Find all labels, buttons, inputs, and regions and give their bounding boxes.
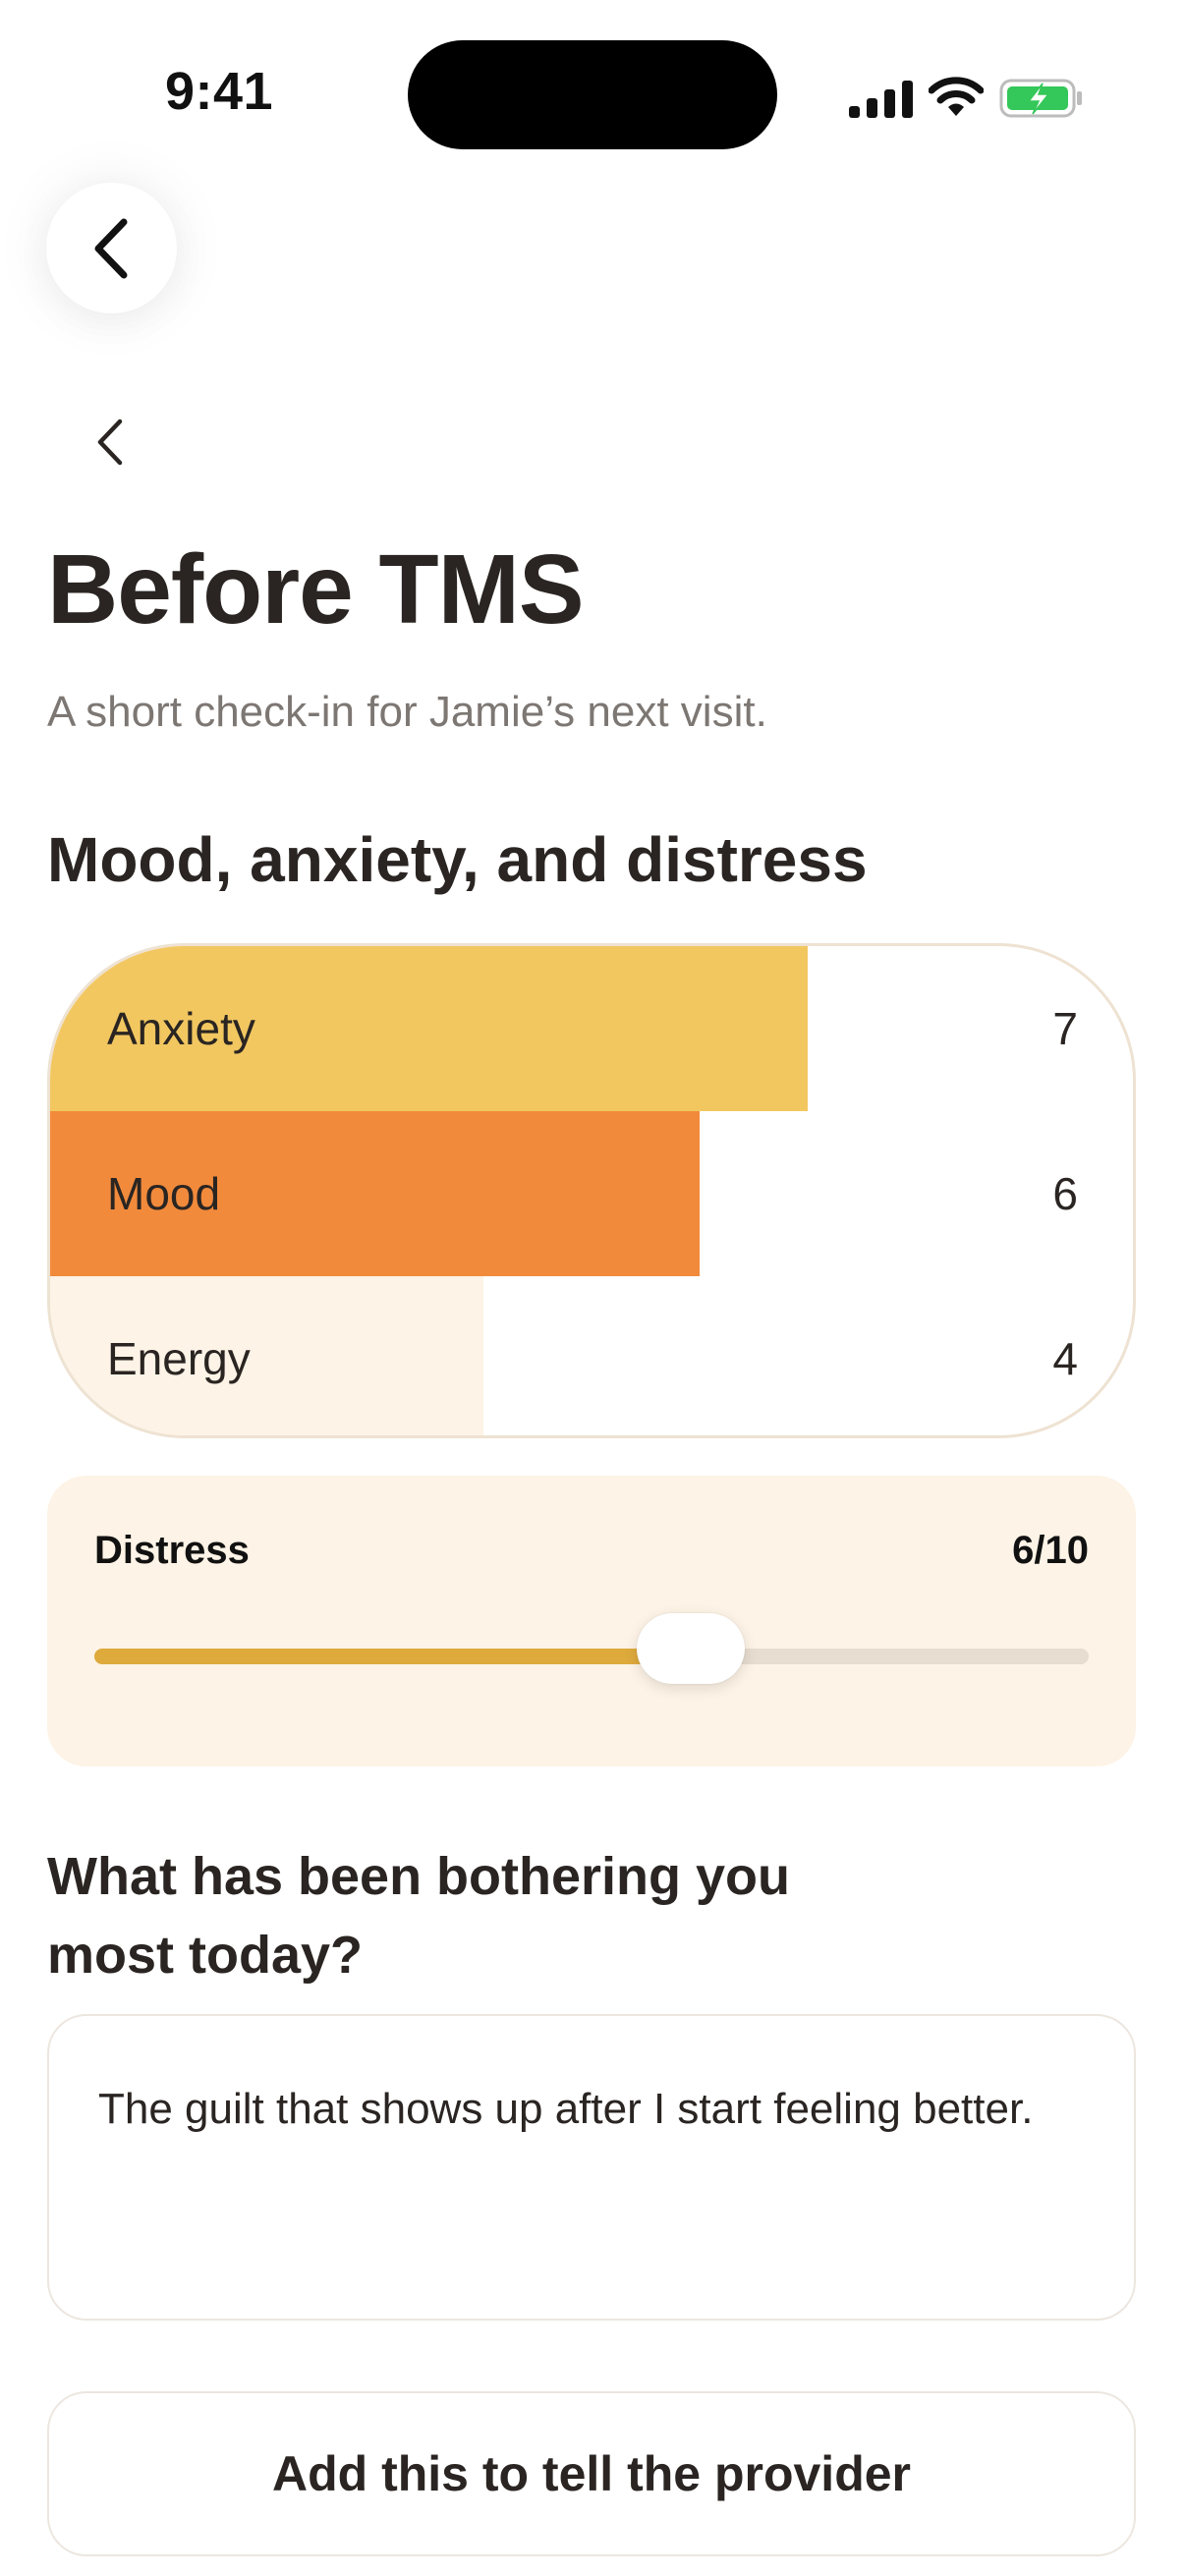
distress-slider-thumb[interactable] — [637, 1613, 746, 1684]
cellular-signal-icon — [849, 81, 913, 118]
chevron-left-icon — [97, 419, 123, 466]
secondary-back-button[interactable] — [86, 413, 134, 472]
chart-row-energy: Energy 4 — [50, 1276, 1133, 1435]
bothering-answer-field[interactable]: The guilt that shows up after I start fe… — [47, 2014, 1136, 2321]
distress-value: 6/10 — [1012, 1529, 1089, 1572]
chart-row-anxiety: Anxiety 7 — [50, 946, 1133, 1111]
chart-value-anxiety: 7 — [1052, 1003, 1078, 1054]
chart-value-energy: 4 — [1052, 1333, 1078, 1384]
chart-row-mood: Mood 6 — [50, 1111, 1133, 1276]
chevron-left-icon — [94, 218, 127, 278]
bothering-question: What has been bothering you most today? — [47, 1847, 791, 1985]
chart-value-mood: 6 — [1052, 1168, 1078, 1219]
dynamic-island — [408, 40, 777, 149]
chart-bar-energy — [50, 1276, 483, 1435]
add-to-provider-button[interactable]: Add this to tell the provider — [47, 2391, 1136, 2556]
wifi-icon — [929, 77, 984, 116]
chart-label-energy: Energy — [107, 1333, 251, 1384]
page-subtitle: A short check-in for Jamie’s next visit. — [47, 688, 767, 736]
distress-card: Distress 6/10 — [47, 1476, 1136, 1766]
chart-bar-anxiety — [50, 946, 809, 1111]
back-button[interactable] — [46, 183, 177, 313]
chart-bar-mood — [50, 1111, 701, 1276]
page-title: Before TMS — [47, 534, 585, 644]
distress-label: Distress — [94, 1529, 250, 1572]
battery-charging-icon — [999, 79, 1082, 118]
distress-slider[interactable] — [94, 1613, 1089, 1684]
chart-label-anxiety: Anxiety — [107, 1003, 255, 1054]
chart-label-mood: Mood — [107, 1168, 221, 1219]
status-bar-time: 9:41 — [165, 62, 274, 121]
section-title: Mood, anxiety, and distress — [47, 824, 868, 895]
mood-chart: Anxiety 7 Mood 6 Energy 4 — [47, 943, 1136, 1438]
distress-slider-fill — [94, 1649, 692, 1664]
